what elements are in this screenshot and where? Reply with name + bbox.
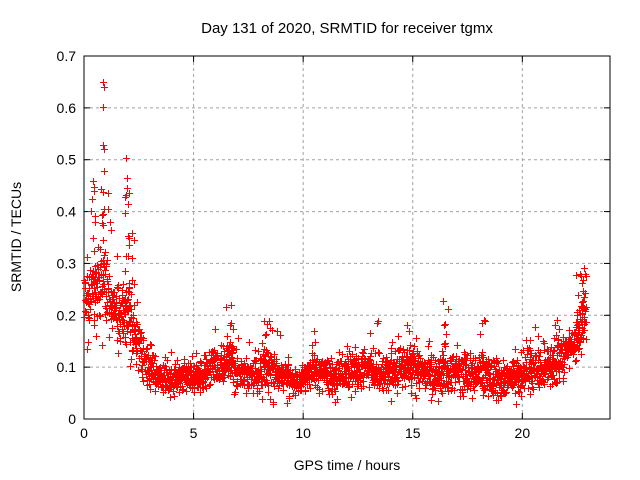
data-points [81,79,590,408]
y-tick-label: 0.3 [57,255,77,271]
y-tick-label: 0.5 [57,152,77,168]
x-tick-label: 0 [80,425,88,441]
y-tick-label: 0.1 [57,359,77,375]
chart-title: Day 131 of 2020, SRMTID for receiver tgm… [201,20,493,37]
x-axis-label: GPS time / hours [294,457,401,473]
plot-frame [83,55,611,420]
x-tick-label: 10 [295,425,311,441]
x-tick-label: 15 [405,425,421,441]
y-tick-label: 0 [68,411,76,427]
y-axis-label: SRMTID / TECUs [8,182,24,292]
x-tick-label: 5 [190,425,198,441]
data-points-layer [81,79,590,408]
y-tick-label: 0.4 [57,204,77,220]
y-tick-label: 0.6 [57,100,77,116]
x-tick-label: 20 [515,425,531,441]
x-tick-labels: 0 5 10 15 20 [80,425,530,441]
y-tick-labels: 0 0.1 0.2 0.3 0.4 0.5 0.6 0.7 [57,48,77,427]
y-tick-label: 0.2 [57,307,77,323]
y-tick-label: 0.7 [57,48,77,64]
